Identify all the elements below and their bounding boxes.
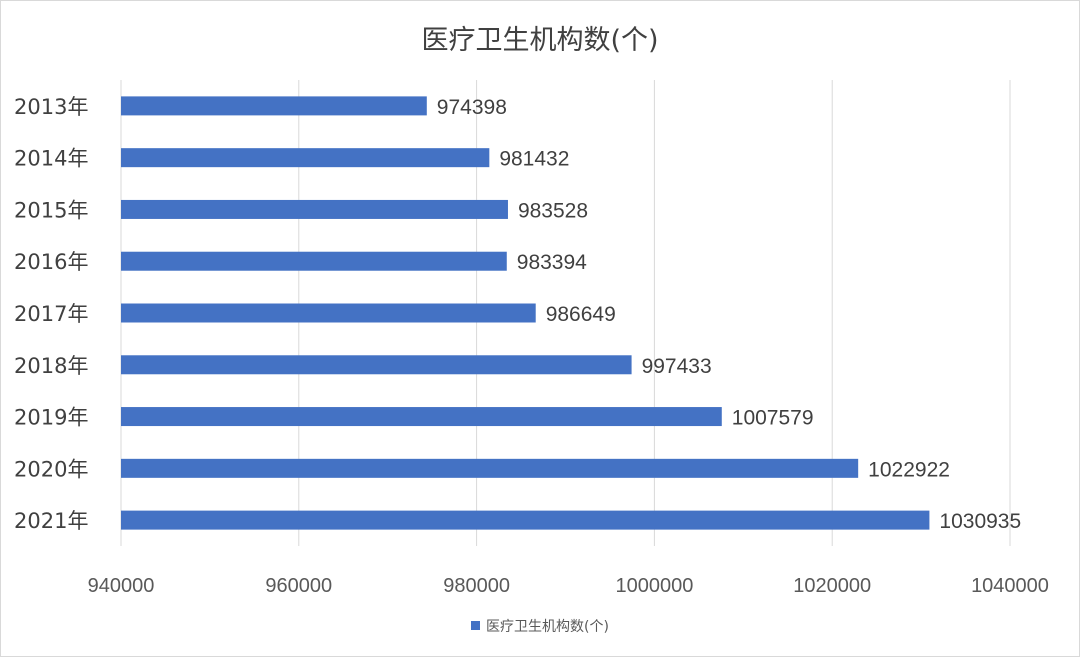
y-tick-label: 2020年 xyxy=(14,457,88,481)
data-label: 981432 xyxy=(499,148,569,171)
bar xyxy=(121,199,508,219)
x-tick-label: 940000 xyxy=(88,575,155,597)
bar xyxy=(121,148,490,168)
y-tick-label: 2017年 xyxy=(14,302,88,326)
y-tick-label: 2015年 xyxy=(14,198,88,222)
x-tick-label: 1000000 xyxy=(615,575,693,597)
data-label: 974398 xyxy=(437,96,507,119)
data-label: 986649 xyxy=(546,303,616,326)
data-label: 983528 xyxy=(518,199,588,222)
bar xyxy=(121,458,859,478)
bar xyxy=(121,510,930,530)
bar xyxy=(121,355,632,375)
legend-label: 医疗卫生机构数(个) xyxy=(486,619,609,635)
chart-title: 医疗卫生机构数(个) xyxy=(421,25,659,56)
y-tick-label: 2018年 xyxy=(14,354,88,378)
data-label: 1007579 xyxy=(732,407,814,430)
y-tick-label: 2019年 xyxy=(14,406,88,430)
y-tick-label: 2016年 xyxy=(14,250,88,274)
bar xyxy=(121,407,722,427)
x-tick-label: 980000 xyxy=(443,575,510,597)
data-label: 997433 xyxy=(642,355,712,378)
legend-swatch xyxy=(471,621,481,630)
y-tick-label: 2014年 xyxy=(14,147,88,171)
x-tick-label: 1020000 xyxy=(793,575,871,597)
data-label: 1030935 xyxy=(939,510,1021,533)
data-label: 983394 xyxy=(517,251,587,274)
bar xyxy=(121,96,427,116)
bar xyxy=(121,251,507,271)
y-tick-label: 2021年 xyxy=(14,509,88,533)
y-tick-label: 2013年 xyxy=(14,95,88,119)
legend: 医疗卫生机构数(个) xyxy=(0,616,1080,636)
x-tick-label: 960000 xyxy=(265,575,332,597)
bar xyxy=(121,303,536,323)
data-label: 1022922 xyxy=(868,458,950,481)
x-tick-label: 1040000 xyxy=(971,575,1049,597)
